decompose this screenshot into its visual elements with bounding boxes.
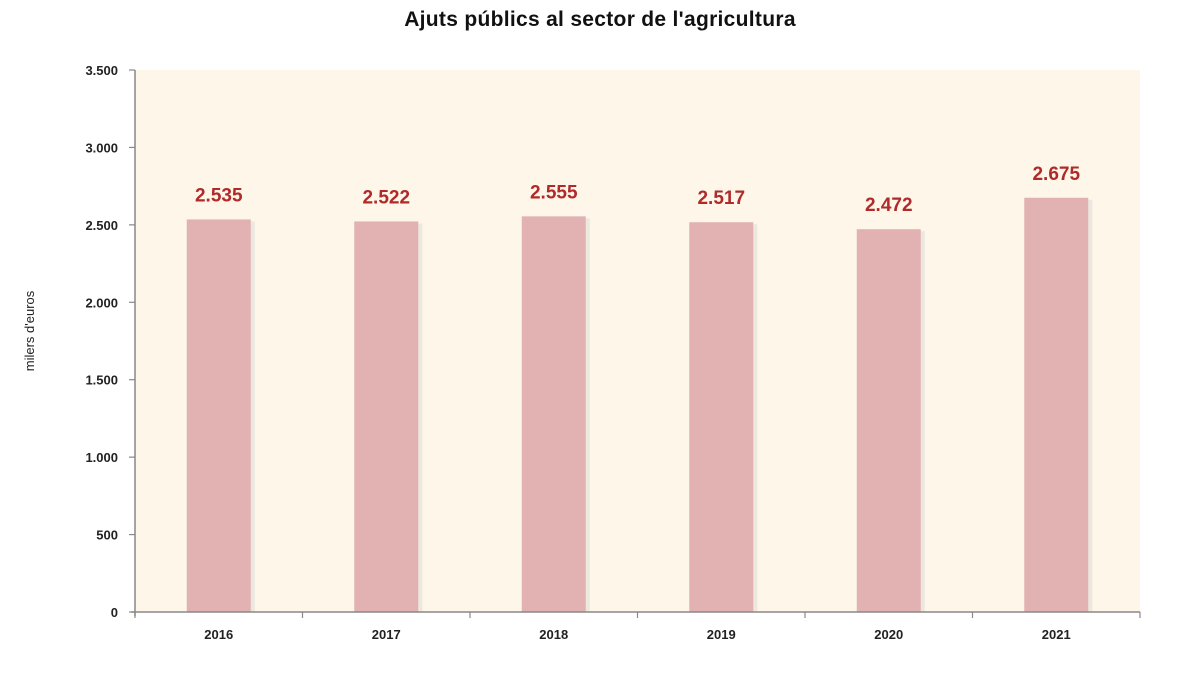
y-tick-label-1000: 1.000 bbox=[85, 450, 118, 465]
y-tick-label-3500: 3.500 bbox=[85, 63, 118, 78]
axes-group bbox=[129, 69, 1141, 618]
x-tick-label-2016: 2016 bbox=[204, 627, 233, 642]
y-axis-label: milers d'euros bbox=[22, 290, 37, 371]
x-tick-label-2020: 2020 bbox=[874, 627, 903, 642]
bar-2019 bbox=[689, 222, 754, 612]
x-tick-label-2019: 2019 bbox=[707, 627, 736, 642]
chart-title: Ajuts públics al sector de l'agricultura bbox=[404, 8, 796, 31]
x-tick-label-2017: 2017 bbox=[372, 627, 401, 642]
data-label-2020: 2.472 bbox=[865, 195, 913, 216]
data-label-2019: 2.517 bbox=[697, 188, 745, 209]
y-tick-label-3000: 3.000 bbox=[85, 140, 118, 155]
bar-2021 bbox=[1024, 197, 1089, 612]
bars-group bbox=[186, 197, 1093, 613]
y-tick-label-1500: 1.500 bbox=[85, 373, 118, 388]
bar-2018 bbox=[521, 216, 586, 612]
bar-2020 bbox=[856, 229, 921, 612]
y-tick-label-500: 500 bbox=[96, 528, 118, 543]
y-tick-label-0: 0 bbox=[111, 605, 118, 620]
data-label-2016: 2.535 bbox=[195, 185, 243, 206]
plot-area bbox=[135, 70, 1140, 612]
bar-2017 bbox=[354, 221, 419, 612]
x-tick-label-2018: 2018 bbox=[539, 627, 568, 642]
y-tick-label-2000: 2.000 bbox=[85, 295, 118, 310]
y-tick-label-2500: 2.500 bbox=[85, 218, 118, 233]
x-tick-label-2021: 2021 bbox=[1042, 627, 1071, 642]
data-label-2017: 2.522 bbox=[362, 187, 410, 208]
data-label-2018: 2.555 bbox=[530, 182, 578, 203]
data-label-2021: 2.675 bbox=[1032, 164, 1080, 185]
labels-group: 2.535 2016 2.522 2017 2.555 2018 2.517 2019 2.47… bbox=[85, 63, 1080, 642]
bar-2016 bbox=[186, 219, 251, 613]
